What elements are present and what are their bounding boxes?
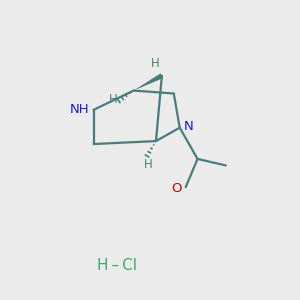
Text: H: H — [144, 158, 153, 171]
Text: N: N — [183, 120, 193, 133]
Text: H – Cl: H – Cl — [97, 258, 137, 273]
Text: H: H — [109, 93, 117, 106]
Text: H: H — [151, 57, 160, 70]
Polygon shape — [134, 73, 163, 91]
Text: O: O — [172, 182, 182, 195]
Text: NH: NH — [69, 103, 89, 116]
